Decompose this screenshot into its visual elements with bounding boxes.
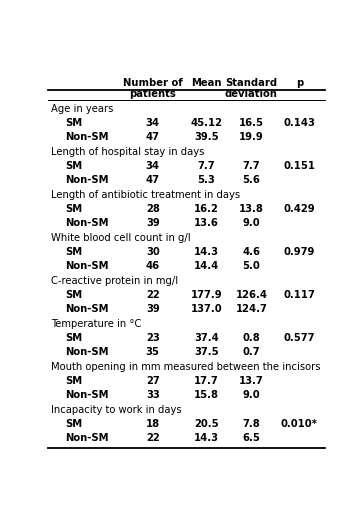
Text: 34: 34	[146, 161, 160, 171]
Text: 5.0: 5.0	[242, 261, 260, 271]
Text: 37.5: 37.5	[194, 347, 219, 357]
Text: 0.979: 0.979	[284, 246, 315, 257]
Text: Length of hospital stay in days: Length of hospital stay in days	[51, 146, 205, 156]
Text: 9.0: 9.0	[243, 218, 260, 228]
Text: 22: 22	[146, 433, 159, 442]
Text: 47: 47	[146, 175, 160, 185]
Text: 14.3: 14.3	[194, 433, 219, 442]
Text: Non-SM: Non-SM	[65, 347, 109, 357]
Text: 5.3: 5.3	[197, 175, 215, 185]
Text: 30: 30	[146, 246, 159, 257]
Text: 23: 23	[146, 332, 159, 342]
Text: 177.9: 177.9	[190, 290, 222, 299]
Text: 22: 22	[146, 290, 159, 299]
Text: Non-SM: Non-SM	[65, 132, 109, 142]
Text: 16.5: 16.5	[239, 118, 264, 128]
Text: Mouth opening in mm measured between the incisors: Mouth opening in mm measured between the…	[51, 361, 321, 371]
Text: 37.4: 37.4	[194, 332, 219, 342]
Text: 6.5: 6.5	[242, 433, 260, 442]
Text: 13.7: 13.7	[239, 375, 264, 385]
Text: Age in years: Age in years	[51, 103, 114, 114]
Text: 0.151: 0.151	[284, 161, 315, 171]
Text: 46: 46	[146, 261, 160, 271]
Text: 28: 28	[146, 204, 160, 214]
Text: 13.6: 13.6	[194, 218, 219, 228]
Text: Non-SM: Non-SM	[65, 304, 109, 314]
Text: 19.9: 19.9	[239, 132, 264, 142]
Text: Non-SM: Non-SM	[65, 261, 109, 271]
Text: Non-SM: Non-SM	[65, 433, 109, 442]
Text: 7.8: 7.8	[242, 418, 260, 428]
Text: SM: SM	[65, 375, 82, 385]
Text: 0.143: 0.143	[284, 118, 315, 128]
Text: 34: 34	[146, 118, 160, 128]
Text: 7.7: 7.7	[198, 161, 215, 171]
Text: 45.12: 45.12	[190, 118, 222, 128]
Text: 0.010*: 0.010*	[281, 418, 318, 428]
Text: 13.8: 13.8	[239, 204, 264, 214]
Text: 20.5: 20.5	[194, 418, 219, 428]
Text: 14.3: 14.3	[194, 246, 219, 257]
Text: 17.7: 17.7	[194, 375, 219, 385]
Text: SM: SM	[65, 118, 82, 128]
Text: SM: SM	[65, 290, 82, 299]
Text: 15.8: 15.8	[194, 389, 219, 400]
Text: 7.7: 7.7	[243, 161, 260, 171]
Text: Standard
deviation: Standard deviation	[225, 77, 278, 99]
Text: 0.577: 0.577	[284, 332, 315, 342]
Text: 35: 35	[146, 347, 160, 357]
Text: 0.8: 0.8	[242, 332, 260, 342]
Text: 16.2: 16.2	[194, 204, 219, 214]
Text: SM: SM	[65, 161, 82, 171]
Text: 0.117: 0.117	[284, 290, 315, 299]
Text: 0.7: 0.7	[243, 347, 260, 357]
Text: SM: SM	[65, 418, 82, 428]
Text: p: p	[296, 77, 303, 88]
Text: Temperature in °C: Temperature in °C	[51, 318, 142, 328]
Text: Non-SM: Non-SM	[65, 218, 109, 228]
Text: 47: 47	[146, 132, 160, 142]
Text: 39.5: 39.5	[194, 132, 219, 142]
Text: 18: 18	[146, 418, 160, 428]
Text: Non-SM: Non-SM	[65, 175, 109, 185]
Text: 5.6: 5.6	[242, 175, 260, 185]
Text: 39: 39	[146, 304, 159, 314]
Text: SM: SM	[65, 332, 82, 342]
Text: SM: SM	[65, 204, 82, 214]
Text: 33: 33	[146, 389, 159, 400]
Text: 9.0: 9.0	[243, 389, 260, 400]
Text: Length of antibiotic treatment in days: Length of antibiotic treatment in days	[51, 189, 240, 199]
Text: Non-SM: Non-SM	[65, 389, 109, 400]
Text: SM: SM	[65, 246, 82, 257]
Text: C-reactive protein in mg/l: C-reactive protein in mg/l	[51, 275, 178, 285]
Text: 126.4: 126.4	[236, 290, 268, 299]
Text: 0.429: 0.429	[284, 204, 315, 214]
Text: 14.4: 14.4	[194, 261, 219, 271]
Text: 39: 39	[146, 218, 159, 228]
Text: 124.7: 124.7	[236, 304, 268, 314]
Text: 27: 27	[146, 375, 159, 385]
Text: 137.0: 137.0	[190, 304, 222, 314]
Text: 4.6: 4.6	[242, 246, 260, 257]
Text: Number of
patients: Number of patients	[123, 77, 183, 99]
Text: White blood cell count in g/l: White blood cell count in g/l	[51, 232, 191, 242]
Text: Mean: Mean	[191, 77, 222, 88]
Text: Incapacity to work in days: Incapacity to work in days	[51, 404, 182, 414]
